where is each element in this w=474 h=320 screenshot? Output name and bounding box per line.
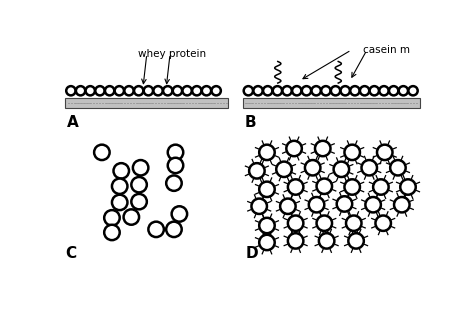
Circle shape bbox=[309, 197, 324, 212]
Circle shape bbox=[259, 218, 275, 233]
Circle shape bbox=[331, 86, 340, 95]
Circle shape bbox=[321, 86, 330, 95]
Circle shape bbox=[182, 86, 192, 95]
Circle shape bbox=[251, 198, 267, 214]
Circle shape bbox=[400, 179, 416, 195]
Circle shape bbox=[249, 163, 264, 179]
Circle shape bbox=[317, 179, 332, 194]
Circle shape bbox=[124, 209, 139, 225]
Circle shape bbox=[66, 86, 75, 95]
Circle shape bbox=[337, 196, 352, 212]
Circle shape bbox=[211, 86, 221, 95]
Circle shape bbox=[345, 179, 360, 195]
Circle shape bbox=[350, 86, 360, 95]
Circle shape bbox=[311, 86, 321, 95]
Circle shape bbox=[399, 86, 408, 95]
Circle shape bbox=[348, 233, 364, 249]
Circle shape bbox=[259, 182, 275, 197]
Circle shape bbox=[94, 145, 109, 160]
Circle shape bbox=[286, 141, 302, 156]
Circle shape bbox=[305, 160, 320, 175]
Text: whey protein: whey protein bbox=[137, 49, 206, 59]
Circle shape bbox=[105, 86, 114, 95]
Circle shape bbox=[148, 222, 164, 237]
Circle shape bbox=[288, 215, 303, 231]
Circle shape bbox=[254, 86, 263, 95]
Circle shape bbox=[292, 86, 301, 95]
Circle shape bbox=[104, 210, 120, 226]
Circle shape bbox=[192, 86, 201, 95]
Circle shape bbox=[166, 175, 182, 191]
Circle shape bbox=[131, 177, 147, 192]
Circle shape bbox=[390, 160, 406, 175]
Circle shape bbox=[283, 86, 292, 95]
Circle shape bbox=[346, 215, 362, 231]
Circle shape bbox=[131, 194, 147, 209]
Bar bbox=[65, 98, 228, 108]
Text: C: C bbox=[65, 246, 77, 261]
Circle shape bbox=[244, 86, 253, 95]
Circle shape bbox=[280, 198, 296, 214]
Circle shape bbox=[259, 145, 275, 160]
Circle shape bbox=[365, 197, 381, 212]
Circle shape bbox=[315, 141, 330, 156]
Circle shape bbox=[86, 86, 95, 95]
Circle shape bbox=[134, 86, 143, 95]
Circle shape bbox=[115, 86, 124, 95]
Circle shape bbox=[273, 86, 282, 95]
Text: D: D bbox=[245, 246, 258, 261]
Circle shape bbox=[379, 86, 389, 95]
Circle shape bbox=[104, 225, 120, 240]
Text: A: A bbox=[67, 116, 79, 130]
Circle shape bbox=[133, 160, 148, 175]
Text: casein m: casein m bbox=[363, 44, 410, 54]
Circle shape bbox=[394, 197, 410, 212]
Circle shape bbox=[166, 222, 182, 237]
Circle shape bbox=[112, 179, 128, 194]
Circle shape bbox=[375, 215, 391, 231]
Circle shape bbox=[95, 86, 105, 95]
Circle shape bbox=[154, 86, 163, 95]
Circle shape bbox=[334, 162, 349, 177]
Circle shape bbox=[370, 86, 379, 95]
Circle shape bbox=[276, 162, 292, 177]
Circle shape bbox=[360, 86, 369, 95]
Circle shape bbox=[373, 179, 389, 195]
Circle shape bbox=[163, 86, 173, 95]
Circle shape bbox=[172, 206, 187, 222]
Circle shape bbox=[389, 86, 398, 95]
Circle shape bbox=[302, 86, 311, 95]
Circle shape bbox=[409, 86, 418, 95]
Circle shape bbox=[113, 163, 129, 179]
Circle shape bbox=[168, 145, 183, 160]
Circle shape bbox=[319, 233, 334, 249]
Circle shape bbox=[377, 145, 392, 160]
Circle shape bbox=[345, 145, 360, 160]
Circle shape bbox=[202, 86, 211, 95]
Circle shape bbox=[76, 86, 85, 95]
Circle shape bbox=[341, 86, 350, 95]
Circle shape bbox=[112, 195, 128, 210]
Circle shape bbox=[288, 179, 303, 195]
Bar bbox=[243, 98, 420, 108]
Circle shape bbox=[144, 86, 153, 95]
Circle shape bbox=[173, 86, 182, 95]
Circle shape bbox=[168, 158, 183, 173]
Circle shape bbox=[263, 86, 273, 95]
Circle shape bbox=[288, 233, 303, 249]
Circle shape bbox=[317, 215, 332, 231]
Circle shape bbox=[259, 235, 275, 250]
Circle shape bbox=[362, 160, 377, 175]
Text: B: B bbox=[245, 116, 256, 130]
Circle shape bbox=[124, 86, 134, 95]
